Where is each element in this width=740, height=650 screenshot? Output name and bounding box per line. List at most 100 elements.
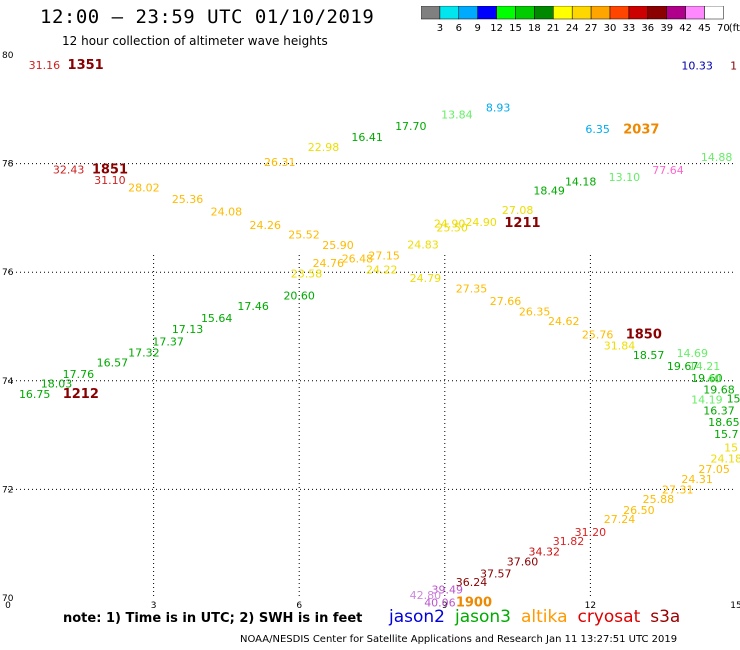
data-point-label: 27.24 (604, 513, 636, 526)
y-tick-label: 74 (2, 377, 14, 387)
legend-item-cryosat: cryosat (577, 607, 641, 627)
data-point-label: 24.18 (711, 452, 740, 465)
colorbar-label: 33 (623, 23, 636, 34)
data-point-label: 25.50 (436, 221, 468, 234)
data-point-label: 15 (727, 393, 740, 406)
data-point-label: 26.31 (264, 156, 296, 169)
credits-footer: NOAA/NESDIS Center for Satellite Applica… (240, 634, 678, 645)
data-point-label: 17.70 (395, 120, 427, 133)
data-point-label: 24.22 (366, 263, 398, 276)
data-point-label: 24.76 (313, 257, 345, 270)
data-point-label: 20.60 (283, 289, 315, 302)
legend-item-s3a: s3a (650, 607, 681, 627)
data-point-label: 77.64 (652, 164, 684, 177)
colorbar-label: 45 (698, 23, 711, 34)
data-point-label: 16.41 (351, 131, 383, 144)
data-point-label: 27.08 (502, 204, 534, 217)
data-point-label: 14.18 (565, 175, 597, 188)
colorbar-label: 30 (604, 23, 617, 34)
y-tick-label: 72 (2, 485, 13, 495)
colorbar-swatch (704, 6, 724, 20)
data-point-label: 15 (724, 441, 738, 454)
data-point-label: 19.67 (667, 360, 699, 373)
data-point-label: 24.26 (249, 219, 281, 232)
data-point-label: 16.37 (703, 404, 735, 417)
data-point-label: 18.65 (708, 416, 740, 429)
colorbar-label: 9 (475, 23, 481, 34)
data-point-label: 27.15 (368, 250, 400, 263)
colorbar-label: 39 (660, 23, 673, 34)
data-point-label: 1851 (92, 162, 128, 177)
x-tick-label: 3 (151, 601, 157, 611)
data-point-label: 42.80 (410, 589, 442, 602)
colorbar-label: 27 (585, 23, 598, 34)
x-tick-label: 0 (5, 601, 11, 611)
data-point-label: 14.19 (691, 394, 723, 407)
data-point-label: 17.32 (128, 346, 160, 359)
colorbar-label: 70 (717, 23, 730, 34)
satellite-legend: jason2 jason3 altika cryosat s3a (389, 607, 690, 627)
data-point-label: 31.10 (94, 174, 126, 187)
data-point-label: 13.84 (441, 109, 473, 122)
y-tick-label: 76 (2, 268, 14, 278)
colorbar-label: 12 (490, 23, 503, 34)
data-point-label: 36.24 (456, 576, 488, 589)
colorbar-label: 15 (509, 23, 522, 34)
data-point-label: 32.43 (53, 163, 85, 176)
data-point-label: 23.58 (291, 268, 323, 281)
data-point-label: 27.35 (456, 282, 488, 295)
x-tick-label: 15 (730, 601, 740, 611)
data-point-label: 17.46 (237, 300, 269, 313)
data-point-label: 16.57 (97, 357, 129, 370)
chart-subtitle: 12 hour collection of altimeter wave hei… (62, 34, 328, 48)
y-tick-label: 70 (2, 594, 14, 604)
data-point-label: 25.88 (643, 493, 675, 506)
data-point-label: 19.68 (703, 383, 735, 396)
data-point-label: 25.76 (582, 328, 614, 341)
data-point-label: 19.60 (691, 372, 723, 385)
data-point-label: 6.35 (585, 123, 610, 136)
x-tick-label: 12 (585, 601, 596, 611)
data-point-label: 24.08 (211, 206, 243, 219)
legend-item-jason3: jason3 (455, 607, 511, 627)
data-point-label: 2037 (623, 123, 659, 138)
colorbar-label: 42 (679, 23, 692, 34)
data-point-label: 27.66 (490, 295, 522, 308)
y-tick-label: 80 (2, 51, 14, 61)
x-tick-label: 6 (296, 601, 302, 611)
data-point-label: 14.88 (701, 151, 733, 164)
x-tick-label: 9 (442, 601, 448, 611)
legend-item-altika: altika (521, 607, 568, 627)
colorbar-label: 6 (456, 23, 462, 34)
colorbar-label: 21 (547, 23, 560, 34)
colorbar-label: 24 (566, 23, 579, 34)
colorbar-label: 18 (528, 23, 541, 34)
data-point-label: 25.90 (322, 239, 354, 252)
data-point-label: 1 (730, 60, 737, 73)
data-point-label: 17.37 (152, 336, 184, 349)
data-point-label: 14.69 (677, 347, 709, 360)
data-point-label: 10.33 (681, 60, 713, 73)
data-point-label: 25.52 (288, 229, 320, 242)
data-point-label: 18.57 (633, 349, 665, 362)
data-point-label: 24.31 (681, 473, 713, 486)
data-point-label: 22.98 (308, 141, 340, 154)
data-point-label: 13.10 (609, 171, 641, 184)
chart-title: 12:00 – 23:59 UTC 01/10/2019 (40, 6, 375, 28)
colorbar-label: 36 (641, 23, 654, 34)
data-point-label: 26.35 (519, 306, 551, 319)
data-point-label: 40.06 (424, 597, 456, 610)
data-point-label: 24.83 (407, 238, 439, 251)
data-point-label: 39.49 (431, 584, 463, 597)
data-point-label: 1351 (68, 58, 104, 73)
data-point-label: 25.36 (172, 193, 204, 206)
data-point-label: 26.50 (623, 504, 655, 517)
data-point-label: 24.90 (465, 216, 497, 229)
data-point-label: 8.93 (486, 101, 511, 114)
data-point-label: 37.57 (480, 567, 512, 580)
data-point-label: 18.49 (533, 185, 565, 198)
data-point-label: 1850 (626, 327, 662, 342)
footnote: note: 1) Time is in UTC; 2) SWH is in fe… (63, 611, 363, 626)
data-point-label: 24.62 (548, 315, 580, 328)
